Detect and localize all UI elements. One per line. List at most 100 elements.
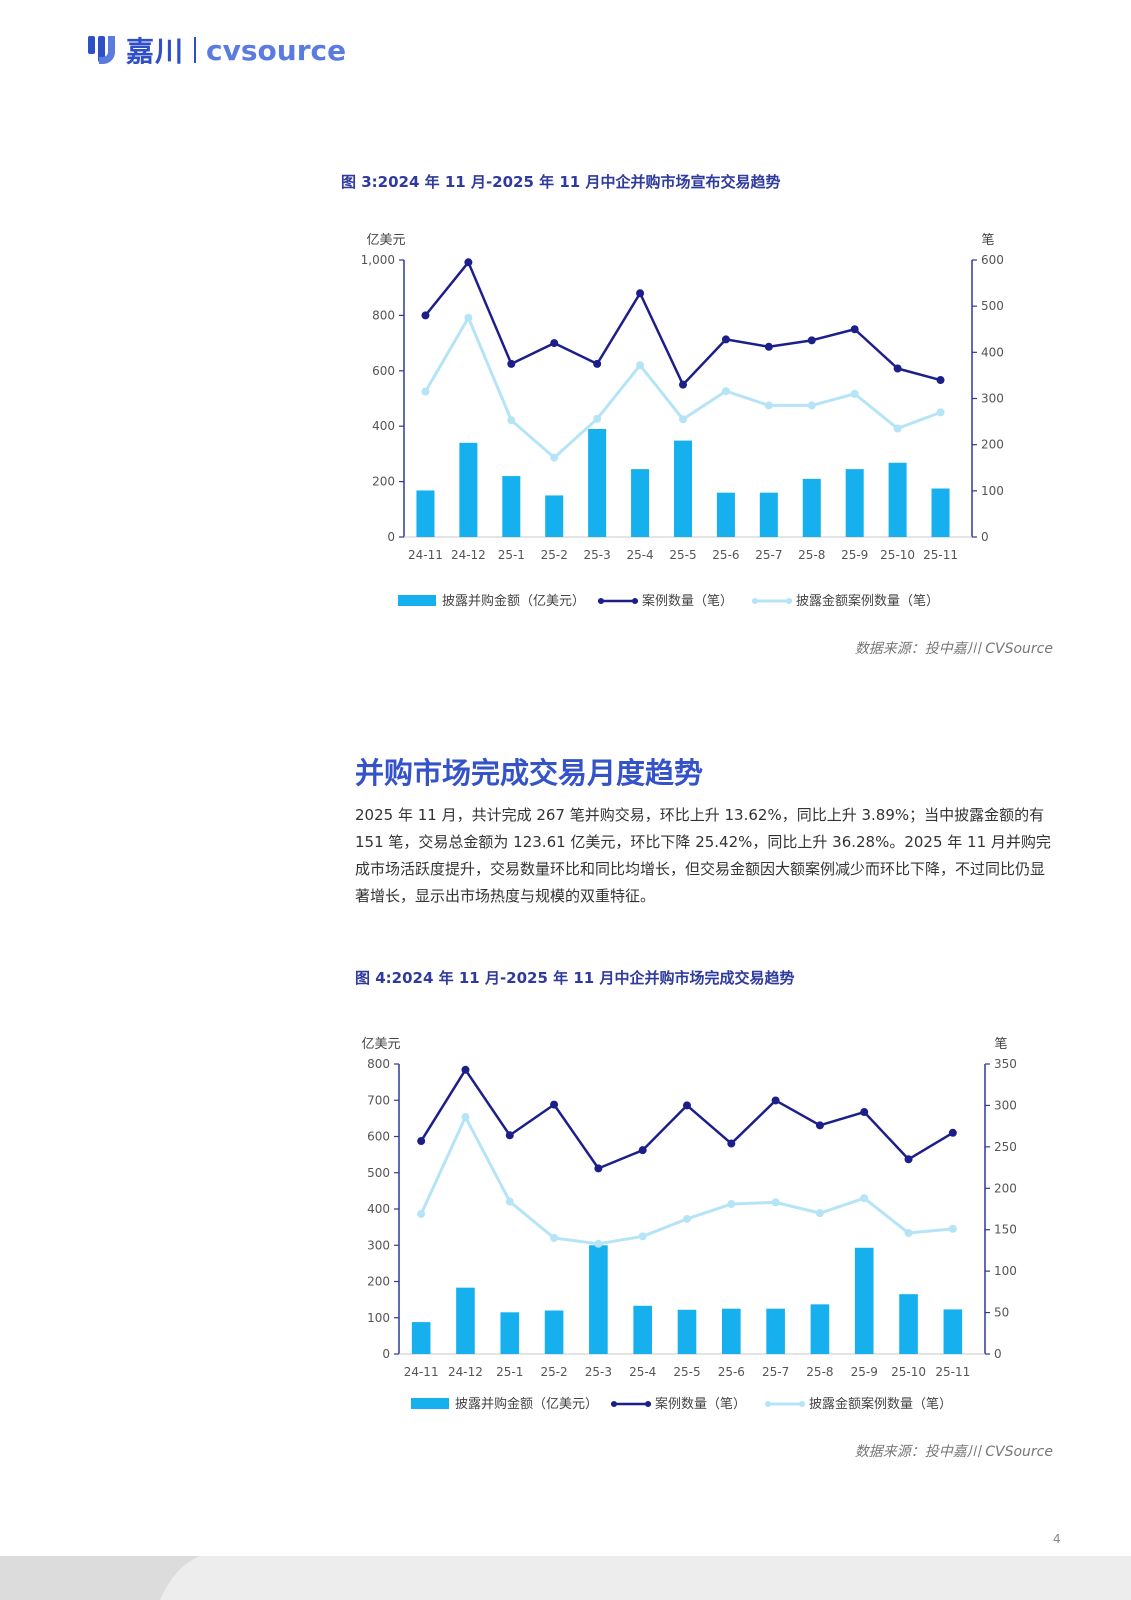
x-tick-label: 25-7: [762, 1365, 789, 1379]
y-left-tick-label: 0: [387, 530, 395, 544]
section-heading: 并购市场完成交易月度趋势: [355, 756, 704, 790]
y-right-tick-label: 0: [994, 1347, 1002, 1361]
brand-logo: 嘉川 cvsource: [86, 30, 346, 70]
y-left-tick-label: 800: [372, 308, 395, 322]
brand-name-en: cvsource: [206, 33, 347, 67]
deal-count-point-25-4: [636, 289, 645, 298]
deal-count-point-25-8: [815, 1121, 824, 1130]
deal-count-point-25-3: [594, 1164, 603, 1173]
y-left-unit: 亿美元: [361, 1037, 400, 1052]
bar-25-2: [544, 1310, 564, 1354]
page-number: 4: [1053, 1532, 1061, 1546]
bar-25-10: [888, 462, 907, 537]
y-left-tick-label: 600: [372, 364, 395, 378]
disclosed-count-point-24-12: [464, 313, 473, 322]
bar-25-9: [854, 1247, 874, 1354]
deal-count-point-25-7: [764, 342, 773, 351]
figure-3-source: 数据来源：投中嘉川 CVSource: [854, 641, 1053, 657]
figure-3-chart: 亿美元 笔 0 200 400 600 800 1,000 0 100 200 300 400 500 60…: [361, 232, 1004, 609]
deal-count-point-25-8: [807, 336, 816, 345]
disclosed-count-point-25-3: [594, 1239, 603, 1248]
x-tick-label: 25-11: [935, 1365, 970, 1379]
x-tick-label: 25-8: [798, 548, 825, 562]
x-tick-label: 24-11: [404, 1365, 439, 1379]
legend-swatch-disclosed-dot-b: [786, 598, 792, 604]
bar-25-4: [631, 469, 650, 537]
bar-25-5: [677, 1309, 697, 1354]
disclosed-count-point-24-12: [461, 1113, 470, 1122]
x-tick-label: 25-11: [923, 548, 958, 562]
x-tick-label: 25-9: [851, 1365, 878, 1379]
deal-count-point-25-5: [683, 1101, 691, 1110]
bar-25-6: [716, 492, 735, 537]
disclosed-count-point-25-6: [727, 1200, 736, 1209]
y-right-tick-label: 200: [981, 438, 1004, 452]
y-right-tick-label: 350: [994, 1057, 1017, 1071]
bar-25-5: [673, 440, 693, 537]
deal-count-point-24-12: [461, 1065, 470, 1074]
bar-25-4: [633, 1305, 652, 1354]
deal-count-point-25-1: [505, 1131, 514, 1140]
legend-swatch-disclosed-dot-a: [752, 598, 758, 604]
x-tick-label: 25-6: [712, 548, 739, 562]
legend-swatch-count-dot-a: [598, 598, 604, 604]
deal-count-point-24-11: [417, 1137, 426, 1146]
deal-count-point-24-11: [421, 311, 430, 320]
x-tick-label: 25-5: [673, 1365, 700, 1379]
disclosed-count-point-25-9: [850, 389, 859, 398]
deal-count-point-25-2: [550, 1100, 559, 1109]
footer-band: [0, 1556, 1131, 1600]
legend-label-count: 案例数量（笔）: [642, 593, 733, 609]
deal-count-point-25-10: [893, 364, 902, 373]
brand-name-cn: 嘉川: [126, 35, 185, 68]
disclosed-count-point-25-6: [721, 387, 730, 396]
deal-count-point-25-6: [721, 335, 730, 344]
figure-4-title: 图 4:2024 年 11 月-2025 年 11 月中企并购市场完成交易趋势: [355, 969, 795, 987]
x-tick-label: 25-10: [891, 1365, 926, 1379]
bar-25-1: [500, 1312, 520, 1354]
x-tick-label: 25-3: [584, 548, 611, 562]
disclosed-count-point-25-11: [948, 1224, 957, 1233]
y-right-tick-label: 100: [981, 484, 1004, 498]
legend-label-bar: 披露并购金额（亿美元）: [442, 593, 585, 609]
deal-count-point-25-10: [904, 1155, 913, 1164]
disclosed-count-point-25-2: [550, 1234, 559, 1242]
y-left-tick-label: 200: [367, 1275, 390, 1289]
x-tick-label: 25-7: [755, 548, 782, 562]
x-tick-label: 25-8: [806, 1365, 833, 1379]
x-tick-label: 25-9: [841, 548, 868, 562]
y-right-tick-label: 150: [994, 1223, 1017, 1237]
bar-25-3: [589, 1245, 608, 1354]
y-left-tick-label: 600: [367, 1130, 390, 1144]
legend-swatch-count-dot-b: [632, 598, 638, 604]
figure-4-source: 数据来源：投中嘉川 CVSource: [854, 1444, 1053, 1460]
x-tick-label: 25-5: [669, 548, 696, 562]
disclosed-count-point-25-7: [771, 1198, 780, 1207]
bar-25-3: [588, 428, 607, 537]
disclosed-count-point-25-5: [679, 415, 687, 424]
x-tick-label: 24-12: [448, 1365, 483, 1379]
y-left-tick-label: 1,000: [361, 253, 395, 267]
bar-24-11: [411, 1322, 431, 1354]
disclosed-count-point-25-8: [815, 1209, 824, 1218]
x-tick-label: 25-4: [629, 1365, 656, 1379]
cvsource-logo-icon: [88, 36, 115, 64]
brand-separator: [194, 37, 197, 63]
disclosed-count-point-25-1: [505, 1197, 514, 1206]
x-tick-label: 24-11: [408, 548, 443, 562]
deal-count-line: [420, 1068, 954, 1170]
disclosed-count-point-25-5: [683, 1214, 691, 1223]
disclosed-count-point-25-9: [860, 1194, 869, 1203]
legend-swatch-count-dot-b: [645, 1401, 651, 1407]
bar-24-11: [416, 490, 435, 537]
bar-24-12: [459, 442, 478, 537]
disclosed-count-line: [419, 1115, 953, 1246]
x-tick-label: 25-1: [496, 1365, 523, 1379]
disclosed-count-point-25-10: [904, 1229, 913, 1238]
disclosed-count-point-25-2: [550, 453, 559, 462]
legend-swatch-disclosed-dot-b: [799, 1401, 805, 1407]
disclosed-count-point-25-4: [636, 361, 645, 370]
bar-25-11: [943, 1309, 963, 1354]
x-tick-label: 25-2: [540, 1365, 567, 1379]
deal-count-point-25-9: [860, 1108, 869, 1117]
